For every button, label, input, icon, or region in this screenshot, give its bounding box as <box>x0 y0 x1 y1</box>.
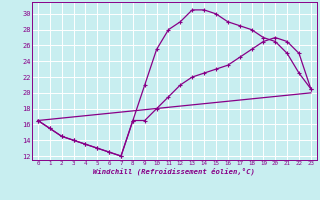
X-axis label: Windchill (Refroidissement éolien,°C): Windchill (Refroidissement éolien,°C) <box>93 168 255 175</box>
